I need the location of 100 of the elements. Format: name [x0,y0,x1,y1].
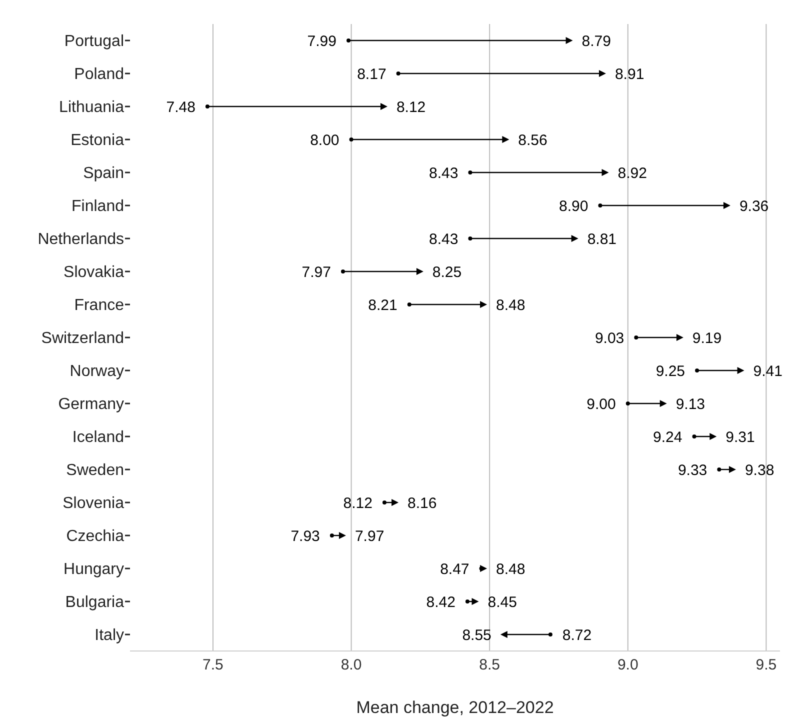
y-tick-label: Spain [83,165,124,182]
data-label: 9.33 [678,462,708,479]
point [728,466,736,473]
point [382,500,386,504]
point [465,600,470,604]
point [392,499,399,506]
data-label: 7.93 [290,528,320,545]
point [502,136,510,143]
y-tick-label: Portugal [64,33,124,50]
data-label: 7.97 [302,264,331,281]
x-tick-label: 9.5 [756,656,777,674]
point [737,367,744,374]
data-label: 8.47 [440,560,470,578]
y-tick-label: Iceland [72,429,124,446]
data-label: 8.00 [310,132,340,149]
data-label: 8.91 [614,66,644,83]
point [338,532,346,539]
data-label: 9.19 [692,330,722,347]
point [205,104,210,108]
point [468,236,472,240]
y-tick-label: Italy [94,627,124,644]
point [571,235,578,242]
y-tick-label: Switzerland [41,330,124,348]
data-label: 8.42 [426,594,456,611]
y-tick-label: Poland [74,66,124,84]
point [472,598,479,605]
point [480,565,488,572]
data-label: 9.38 [744,462,774,479]
x-tick-label: 8.5 [479,656,500,674]
data-label: 8.79 [582,32,611,50]
y-tick-label: Slovakia [64,264,124,282]
point [692,434,696,438]
point [346,38,351,42]
point [695,368,700,372]
point [723,202,730,209]
data-label: 8.25 [432,264,462,281]
y-tick-label: Hungary [64,561,124,578]
point [396,72,400,76]
y-tick-label: France [74,297,124,314]
data-label: 8.48 [496,296,526,314]
point [634,336,638,340]
point [717,468,722,472]
point [602,169,609,176]
data-label: 9.25 [656,362,686,380]
point [340,270,345,274]
point [416,268,424,275]
point [407,302,412,306]
y-tick-label: Czechia [66,528,124,546]
data-label: 9.00 [586,396,616,413]
y-tick-label: Germany [58,396,124,414]
y-tick-label: Norway [70,363,124,380]
data-label: 9.41 [753,362,782,380]
x-axis-title: Mean change, 2012–2022 [356,698,554,717]
data-label: 8.21 [368,296,398,314]
data-label: 8.17 [357,66,386,83]
y-tick-label: Netherlands [38,231,124,248]
data-label: 7.48 [166,98,196,116]
data-label: 8.92 [618,164,647,182]
data-label: 8.16 [408,494,437,512]
point [349,138,354,142]
point [468,170,472,174]
y-tick-label: Bulgaria [65,594,124,612]
data-label: 8.48 [496,560,526,578]
data-label: 9.24 [653,428,682,446]
y-tick-label: Sweden [66,462,124,480]
point [330,534,334,538]
point [710,433,717,440]
y-tick-label: Finland [72,198,124,216]
data-label: 9.03 [594,330,624,347]
point [548,632,552,636]
data-label: 8.81 [587,230,617,248]
data-label: 7.97 [354,528,384,545]
data-label: 9.36 [739,198,769,215]
data-label: 8.55 [462,626,492,644]
x-tick-label: 7.5 [202,656,224,674]
point [566,37,573,44]
point [598,204,602,208]
data-label: 9.13 [676,396,706,413]
data-label: 8.45 [488,594,517,611]
point [626,402,630,406]
x-tick-label: 9.0 [617,656,638,674]
data-label: 7.99 [307,32,337,50]
data-label: 8.43 [429,164,458,182]
data-label: 8.90 [559,198,588,215]
point [480,301,488,308]
data-label: 8.72 [562,626,592,644]
data-label: 8.56 [518,132,548,149]
data-label: 8.43 [429,230,458,248]
x-tick-label: 8.0 [340,656,362,674]
y-tick-label: Slovenia [62,495,124,512]
point [660,400,667,407]
data-label: 9.31 [726,428,755,446]
point [380,103,388,110]
y-tick-label: Estonia [70,132,124,150]
y-tick-label: Lithuania [59,99,124,116]
point [676,334,684,341]
data-label: 8.12 [396,98,426,116]
data-label: 8.12 [343,494,372,512]
point [500,631,508,638]
point [598,70,606,77]
